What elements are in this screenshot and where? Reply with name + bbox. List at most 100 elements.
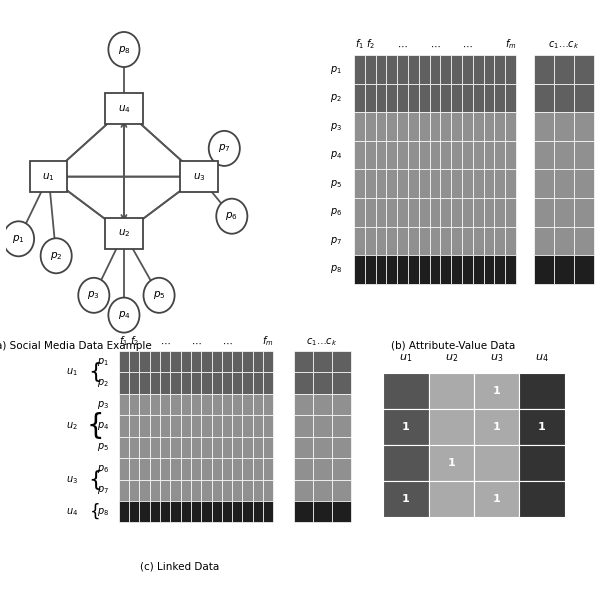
Bar xyxy=(473,169,484,198)
Text: (c) Linked Data: (c) Linked Data xyxy=(140,562,220,572)
Bar xyxy=(160,373,170,394)
Bar xyxy=(419,169,430,198)
Text: $\cdots$: $\cdots$ xyxy=(191,338,202,348)
Bar xyxy=(440,112,451,141)
Bar xyxy=(430,55,440,84)
Bar xyxy=(408,198,419,227)
Text: $p_5$: $p_5$ xyxy=(330,177,342,190)
Text: $f_1$: $f_1$ xyxy=(355,37,364,50)
Bar xyxy=(212,501,222,523)
Bar xyxy=(505,169,516,198)
Text: $\cdots$: $\cdots$ xyxy=(160,338,170,348)
Bar xyxy=(232,394,242,415)
Bar xyxy=(397,169,408,198)
Bar xyxy=(376,227,386,255)
Text: $u_1$: $u_1$ xyxy=(43,171,55,182)
Bar xyxy=(554,169,574,198)
Bar xyxy=(419,84,430,112)
Bar xyxy=(386,255,397,284)
Bar xyxy=(473,112,484,141)
Bar xyxy=(170,437,181,458)
Bar xyxy=(408,255,419,284)
Bar xyxy=(505,198,516,227)
Bar xyxy=(376,112,386,141)
Bar xyxy=(354,255,365,284)
Bar xyxy=(201,415,212,437)
Bar xyxy=(520,481,565,517)
Bar xyxy=(534,227,554,255)
FancyBboxPatch shape xyxy=(105,93,143,125)
Bar xyxy=(520,373,565,409)
Bar xyxy=(201,458,212,480)
Text: $p_4$: $p_4$ xyxy=(330,149,342,161)
Bar xyxy=(293,351,313,373)
Bar xyxy=(139,501,150,523)
Bar xyxy=(129,351,139,373)
Text: $p_6$: $p_6$ xyxy=(330,206,342,219)
Text: 1: 1 xyxy=(538,422,546,432)
Text: $p_8$: $p_8$ xyxy=(118,44,130,55)
Bar xyxy=(462,84,473,112)
Text: $p_2$: $p_2$ xyxy=(97,377,109,389)
Bar xyxy=(191,437,201,458)
Bar xyxy=(484,169,494,198)
Bar xyxy=(419,112,430,141)
Bar xyxy=(574,84,594,112)
Bar xyxy=(150,415,160,437)
Bar xyxy=(293,394,313,415)
Bar xyxy=(313,351,332,373)
Text: $p_4$: $p_4$ xyxy=(97,420,109,432)
Text: $u_4$: $u_4$ xyxy=(535,352,549,364)
Text: $p_3$: $p_3$ xyxy=(97,398,109,411)
Text: $f_1$: $f_1$ xyxy=(119,334,128,348)
Text: $p_2$: $p_2$ xyxy=(50,250,62,262)
Bar xyxy=(376,141,386,169)
Bar xyxy=(484,141,494,169)
Bar xyxy=(253,373,263,394)
Text: $f_m$: $f_m$ xyxy=(505,37,517,50)
Bar xyxy=(462,227,473,255)
Bar xyxy=(484,198,494,227)
Bar xyxy=(222,351,232,373)
Bar xyxy=(462,112,473,141)
Bar xyxy=(332,373,350,394)
Bar xyxy=(386,55,397,84)
Bar xyxy=(419,141,430,169)
Bar xyxy=(554,112,574,141)
Bar xyxy=(242,501,253,523)
Bar xyxy=(232,373,242,394)
Bar xyxy=(170,480,181,501)
Bar xyxy=(253,351,263,373)
Bar xyxy=(222,480,232,501)
Bar xyxy=(451,169,462,198)
Circle shape xyxy=(216,199,247,234)
Bar xyxy=(212,458,222,480)
Bar xyxy=(129,373,139,394)
Bar xyxy=(554,255,574,284)
Bar xyxy=(408,84,419,112)
Bar xyxy=(430,141,440,169)
FancyBboxPatch shape xyxy=(30,161,67,192)
Bar xyxy=(293,480,313,501)
Text: $u_4$: $u_4$ xyxy=(65,506,78,518)
Bar xyxy=(473,55,484,84)
Text: $p_7$: $p_7$ xyxy=(330,235,342,247)
Bar xyxy=(212,373,222,394)
Bar xyxy=(242,394,253,415)
Bar xyxy=(232,437,242,458)
Bar xyxy=(520,445,565,481)
Text: $u_4$: $u_4$ xyxy=(118,103,130,115)
Bar xyxy=(451,112,462,141)
Bar xyxy=(505,227,516,255)
Bar xyxy=(451,227,462,255)
Bar xyxy=(430,227,440,255)
Bar xyxy=(201,394,212,415)
Text: $\cdots$: $\cdots$ xyxy=(430,41,440,50)
Bar xyxy=(462,55,473,84)
Bar xyxy=(574,141,594,169)
Bar xyxy=(119,415,129,437)
Text: $c_1{\ldots}c_k$: $c_1{\ldots}c_k$ xyxy=(548,39,580,50)
Bar xyxy=(253,458,263,480)
Text: 1: 1 xyxy=(402,494,410,504)
Bar xyxy=(494,227,505,255)
